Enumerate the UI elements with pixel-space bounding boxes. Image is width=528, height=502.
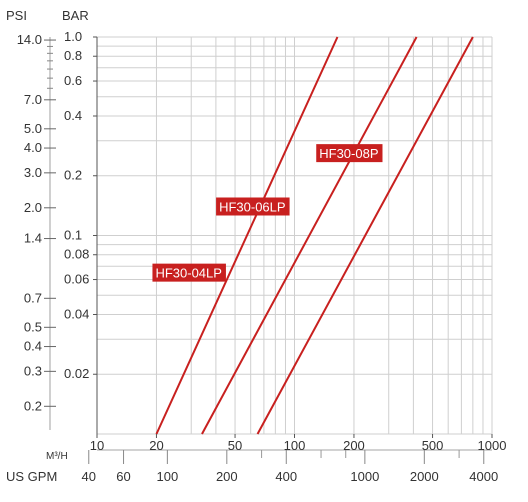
psi-tick-label: 5.0 xyxy=(24,121,42,136)
bar-tick-label: 0.2 xyxy=(64,168,82,183)
gpm-tick-label: 1000 xyxy=(350,469,379,484)
psi-tick-label: 2.0 xyxy=(24,200,42,215)
series-label-box xyxy=(216,197,290,216)
gpm-tick-label: 4000 xyxy=(469,469,498,484)
m3h-tick-label: 20 xyxy=(149,438,163,453)
series-line-1 xyxy=(155,36,339,435)
series-label-text: HF30-06LP xyxy=(219,199,285,214)
psi-tick-label: 0.2 xyxy=(24,398,42,413)
bar-tick-label: 0.1 xyxy=(64,228,82,243)
bar-tick-label: 0.6 xyxy=(64,73,82,88)
series-line-2 xyxy=(201,36,418,435)
bar-tick-label: 0.4 xyxy=(64,108,82,123)
psi-tick-label: 0.7 xyxy=(24,290,42,305)
gpm-tick-label: 100 xyxy=(157,469,179,484)
m3h-tick-label: 50 xyxy=(228,438,242,453)
bar-tick-label: 0.8 xyxy=(64,48,82,63)
axes: PSI BAR M³/H US GPM 1.0 0.8 0.6 0.4 0.2 0.1 0.… xyxy=(6,8,506,484)
series-label-1: HF30-04LP xyxy=(152,263,226,282)
series-label-2: HF30-06LP xyxy=(216,197,290,216)
series-label-box xyxy=(152,263,226,282)
psi-tick-label: 0.3 xyxy=(24,363,42,378)
gpm-tick-label: 200 xyxy=(216,469,238,484)
bar-tick-label: 0.02 xyxy=(64,366,89,381)
series-label-text: HF30-04LP xyxy=(155,266,221,281)
psi-tick-label: 0.5 xyxy=(24,319,42,334)
series-label-box xyxy=(316,144,383,163)
psi-axis-title: PSI xyxy=(6,8,27,23)
psi-tick-label: 0.4 xyxy=(24,339,42,354)
gpm-tick-label: 400 xyxy=(275,469,297,484)
psi-tick-label: 3.0 xyxy=(24,165,42,180)
m3h-tick-label: 100 xyxy=(284,438,306,453)
series-line-3 xyxy=(256,36,474,435)
psi-tick-label: 7.0 xyxy=(24,92,42,107)
m3h-tick-label: 200 xyxy=(343,438,365,453)
grid xyxy=(96,36,493,435)
series-labels: HF30-04LP HF30-06LP HF30-08P xyxy=(152,144,383,282)
series-label-3: HF30-08P xyxy=(316,144,383,163)
m3h-axis-title: M³/H xyxy=(46,451,68,462)
m3h-tick-label: 1000 xyxy=(478,438,507,453)
bar-tick-label: 0.08 xyxy=(64,247,89,262)
m3h-tick-label: 500 xyxy=(422,438,444,453)
series-lines xyxy=(155,36,474,435)
bar-tick-label: 0.04 xyxy=(64,306,89,321)
gpm-axis-title: US GPM xyxy=(6,469,57,484)
bar-tick-label: 1.0 xyxy=(64,29,82,44)
bar-axis-title: BAR xyxy=(62,8,89,23)
bar-tick-label: 0.06 xyxy=(64,272,89,287)
gpm-tick-label: 2000 xyxy=(410,469,439,484)
psi-tick-label: 1.4 xyxy=(24,231,42,246)
gpm-tick-label: 40 xyxy=(82,469,96,484)
psi-tick-label: 4.0 xyxy=(24,140,42,155)
m3h-tick-label: 10 xyxy=(90,438,104,453)
series-label-text: HF30-08P xyxy=(319,146,378,161)
gpm-tick-label: 60 xyxy=(116,469,130,484)
psi-tick-label: 14.0 xyxy=(17,32,42,47)
